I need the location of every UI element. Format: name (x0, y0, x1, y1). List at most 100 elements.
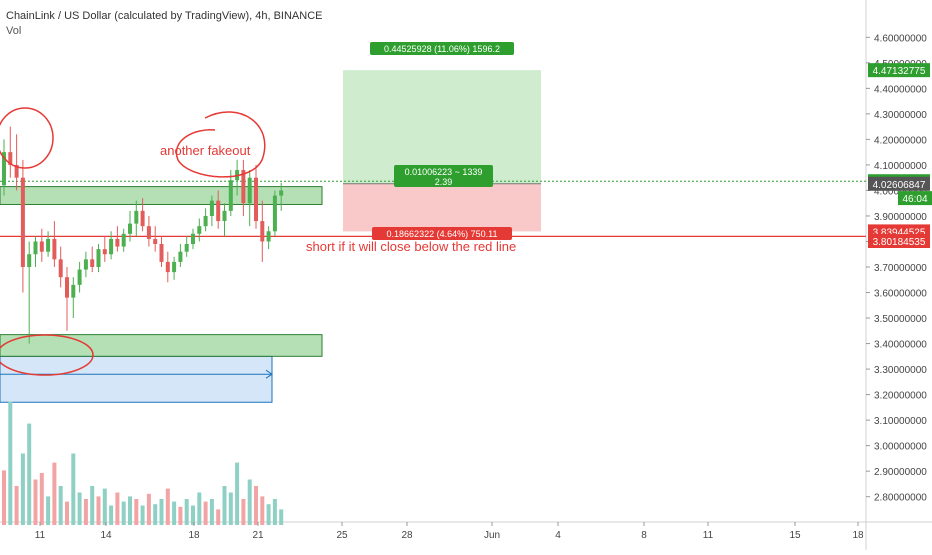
candle-body (153, 238, 158, 245)
x-tick-label: 11 (35, 530, 46, 541)
candle-body (272, 195, 277, 232)
candle-body (46, 238, 51, 252)
volume-bar (109, 505, 114, 525)
stop-label-text: 0.18662322 (4.64%) 750.11 (387, 229, 498, 239)
price-tag-label: 4.02606847 (873, 180, 926, 191)
volume-bar (58, 486, 63, 525)
candle-body (65, 277, 69, 298)
x-tick-label: 11 (703, 530, 714, 541)
volume-bar (140, 505, 145, 525)
volume-bar (266, 504, 271, 525)
price-tag-label: 46:04 (902, 194, 927, 205)
entry-label-text: 0.01006223 ~ 1339 (405, 167, 483, 177)
candle-body (102, 249, 107, 255)
candle-body (27, 254, 32, 267)
x-tick-label: 18 (852, 530, 864, 541)
candle-body (209, 200, 214, 216)
y-tick-label: 3.40000000 (874, 340, 927, 351)
target-label-bg (370, 42, 514, 55)
volume-bar (165, 488, 170, 525)
volume-bar (178, 506, 183, 525)
volume-bar (235, 462, 240, 525)
lower-support-zone (0, 334, 323, 357)
y-tick-label: 4.30000000 (874, 110, 927, 121)
candle-body (8, 152, 13, 165)
volume-bar (2, 470, 6, 525)
y-tick-label: 4.20000000 (874, 135, 927, 146)
volume-bar (247, 479, 252, 525)
volume-bar (241, 499, 246, 525)
position-target-area (343, 70, 541, 184)
y-tick-label: 4.10000000 (874, 161, 927, 172)
y-tick-label: 4.40000000 (874, 84, 927, 95)
volume-bar (279, 509, 284, 525)
volume-bar (8, 401, 13, 525)
x-tick-label: 4 (555, 530, 561, 541)
candle-body (146, 226, 151, 239)
volume-bar (260, 496, 265, 525)
stop-label-bg (372, 227, 512, 240)
volume-bar (46, 496, 51, 525)
volume-bar (128, 496, 132, 525)
volume-bar (39, 473, 44, 525)
blue-range-zone (0, 355, 273, 403)
volume-bar (14, 486, 19, 525)
volume-bar (146, 493, 151, 525)
y-tick-label: 2.80000000 (874, 493, 927, 504)
volume-bar (115, 492, 120, 525)
x-tick-label: Jun (484, 530, 500, 541)
volume-bar (102, 488, 107, 525)
candle-body (121, 233, 126, 247)
candle-body (260, 221, 265, 242)
volume-bar (90, 486, 95, 525)
y-tick-label: 3.70000000 (874, 263, 927, 274)
entry-label-text: 2.39 (435, 177, 453, 187)
x-tick-label: 15 (789, 530, 801, 541)
y-tick-label: 3.60000000 (874, 289, 927, 300)
candle-body (247, 177, 252, 204)
candle-body (83, 259, 88, 270)
candle-body (14, 164, 19, 178)
price-tag-label: 4.47132775 (873, 66, 926, 77)
price-tag-bg (868, 234, 930, 249)
volume-bar (71, 453, 76, 525)
volume-bar (65, 501, 69, 525)
price-tag-bg (868, 63, 930, 78)
candle-body (140, 210, 145, 227)
candle-body (115, 238, 120, 247)
fakeout-circle-left (0, 107, 54, 169)
candle-body (109, 238, 114, 255)
candle-body (159, 244, 164, 262)
candle-body (266, 231, 271, 242)
candle-body (20, 177, 25, 267)
candle-body (2, 152, 6, 186)
volume-bar (191, 505, 195, 525)
y-tick-label: 2.90000000 (874, 467, 927, 478)
candle-body (279, 190, 284, 196)
candle-body (216, 200, 221, 222)
candle-body (184, 244, 189, 252)
y-tick-label: 3.50000000 (874, 314, 927, 325)
entry-label-bg (394, 165, 493, 187)
volume-bar (96, 496, 101, 525)
volume-bar (197, 492, 202, 525)
volume-bar (228, 492, 233, 525)
candle-body (178, 251, 183, 262)
y-tick-label: 4.60000000 (874, 33, 927, 44)
x-tick-label: 28 (401, 530, 413, 541)
position-stop-area (343, 183, 541, 232)
volume-bar (209, 499, 214, 525)
volume-bar (52, 462, 57, 525)
volume-bar (20, 453, 25, 525)
volume-indicator-label[interactable]: Vol (6, 25, 22, 37)
price-tag-label: 3.83944525 (873, 227, 926, 238)
candle-body (165, 261, 170, 273)
volume-bar (77, 492, 82, 525)
candle-body (197, 226, 202, 234)
volume-bar (203, 501, 208, 525)
short-annotation: short if it will close below the red lin… (306, 239, 516, 254)
candle-body (96, 249, 101, 267)
volume-bar (134, 499, 139, 525)
